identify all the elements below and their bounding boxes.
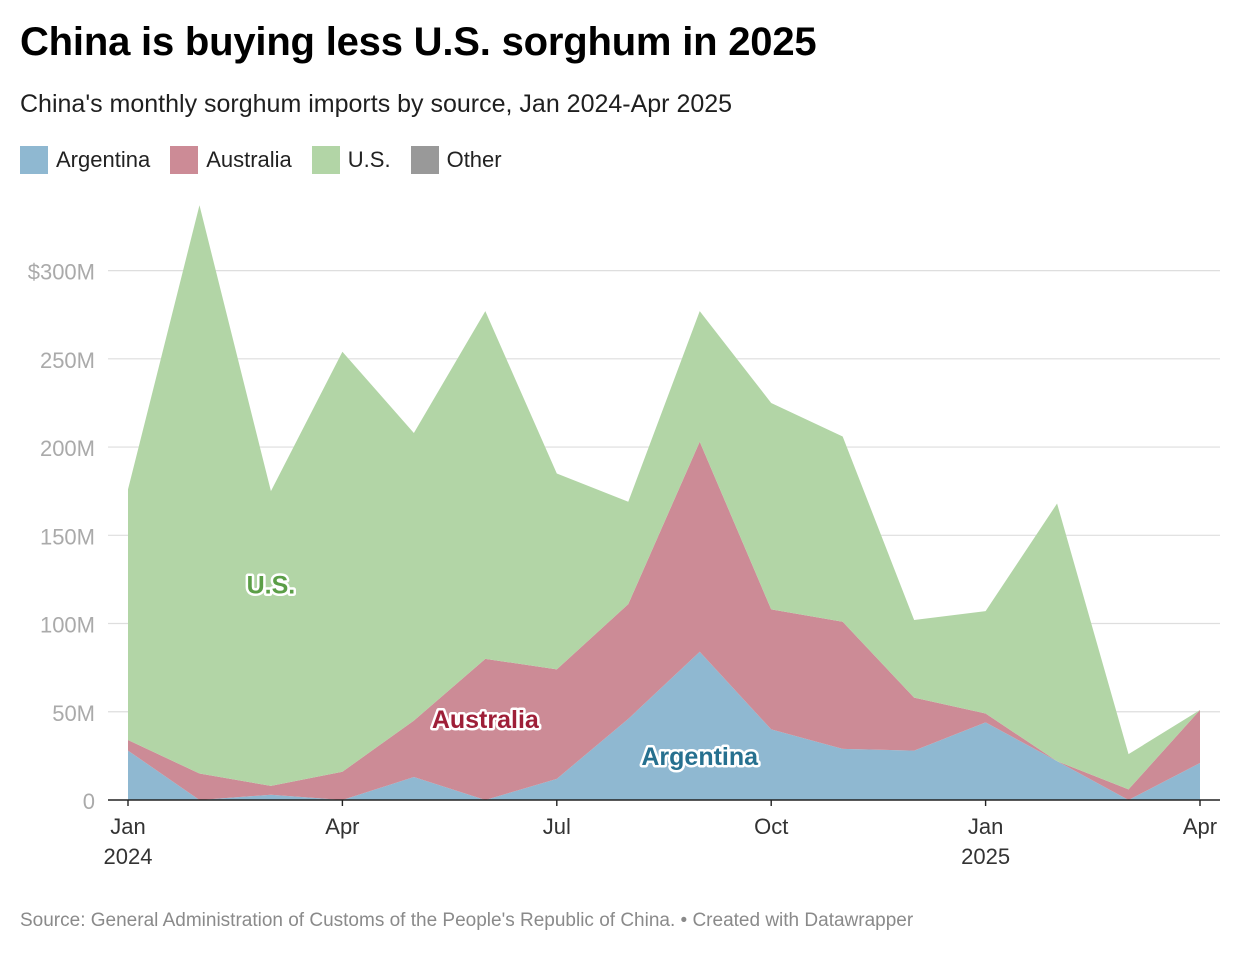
source-note: Source: General Administration of Custom… <box>20 910 914 931</box>
legend-swatch-australia <box>170 146 199 174</box>
x-tick-label: Apr <box>325 814 359 839</box>
legend-label-other: Other <box>446 147 502 172</box>
annotation-u-s: U.S. <box>247 572 296 600</box>
area-series-australia <box>128 441 1200 800</box>
legend-item-other: Other <box>410 146 502 174</box>
legend-item-argentina: Argentina <box>20 146 150 174</box>
y-tick-label: 0 <box>83 789 95 814</box>
x-tick-label: Jul <box>543 814 571 839</box>
annotation-australia: Australia <box>432 706 540 734</box>
area-chart: 0 50M 100M 150M 200M 250M $300M Jan 2024 Apr Jul O… <box>28 205 1220 869</box>
x-tick-year-label: 2025 <box>961 844 1010 869</box>
y-tick-label: $300M <box>28 260 95 285</box>
x-tick-year-label: 2024 <box>104 844 153 869</box>
chart-title: China is buying less U.S. sorghum in 202… <box>20 20 817 64</box>
area-series-u-s <box>128 205 1200 790</box>
legend-item-australia: Australia <box>170 146 292 174</box>
x-tick-label: Apr <box>1183 814 1217 839</box>
legend-swatch-us <box>311 146 340 174</box>
y-tick-label: 50M <box>52 701 95 726</box>
y-tick-label: 250M <box>40 348 95 373</box>
legend: Argentina Australia U.S. Other <box>20 146 502 174</box>
stacked-areas <box>128 205 1200 800</box>
legend-swatch-argentina <box>20 146 48 174</box>
y-tick-label: 150M <box>40 524 95 549</box>
legend-swatch-other <box>410 146 439 174</box>
legend-item-us: U.S. <box>311 146 391 174</box>
annotation-argentina: Argentina <box>641 743 759 771</box>
x-tick-label: Jan <box>110 814 145 839</box>
annotations: U.S. Australia Argentina <box>244 569 762 773</box>
y-tick-label: 100M <box>40 613 95 638</box>
chart-subtitle: China's monthly sorghum imports by sourc… <box>20 90 733 118</box>
x-tick-label: Jan <box>968 814 1003 839</box>
legend-label-argentina: Argentina <box>56 147 151 172</box>
legend-label-us: U.S. <box>347 147 391 172</box>
x-tick-label: Oct <box>754 814 788 839</box>
legend-label-australia: Australia <box>206 147 292 172</box>
axes: Jan 2024 Apr Jul Oct Jan 2025 Apr <box>104 799 1220 869</box>
area-series-argentina <box>128 651 1200 800</box>
y-tick-label: 200M <box>40 436 95 461</box>
